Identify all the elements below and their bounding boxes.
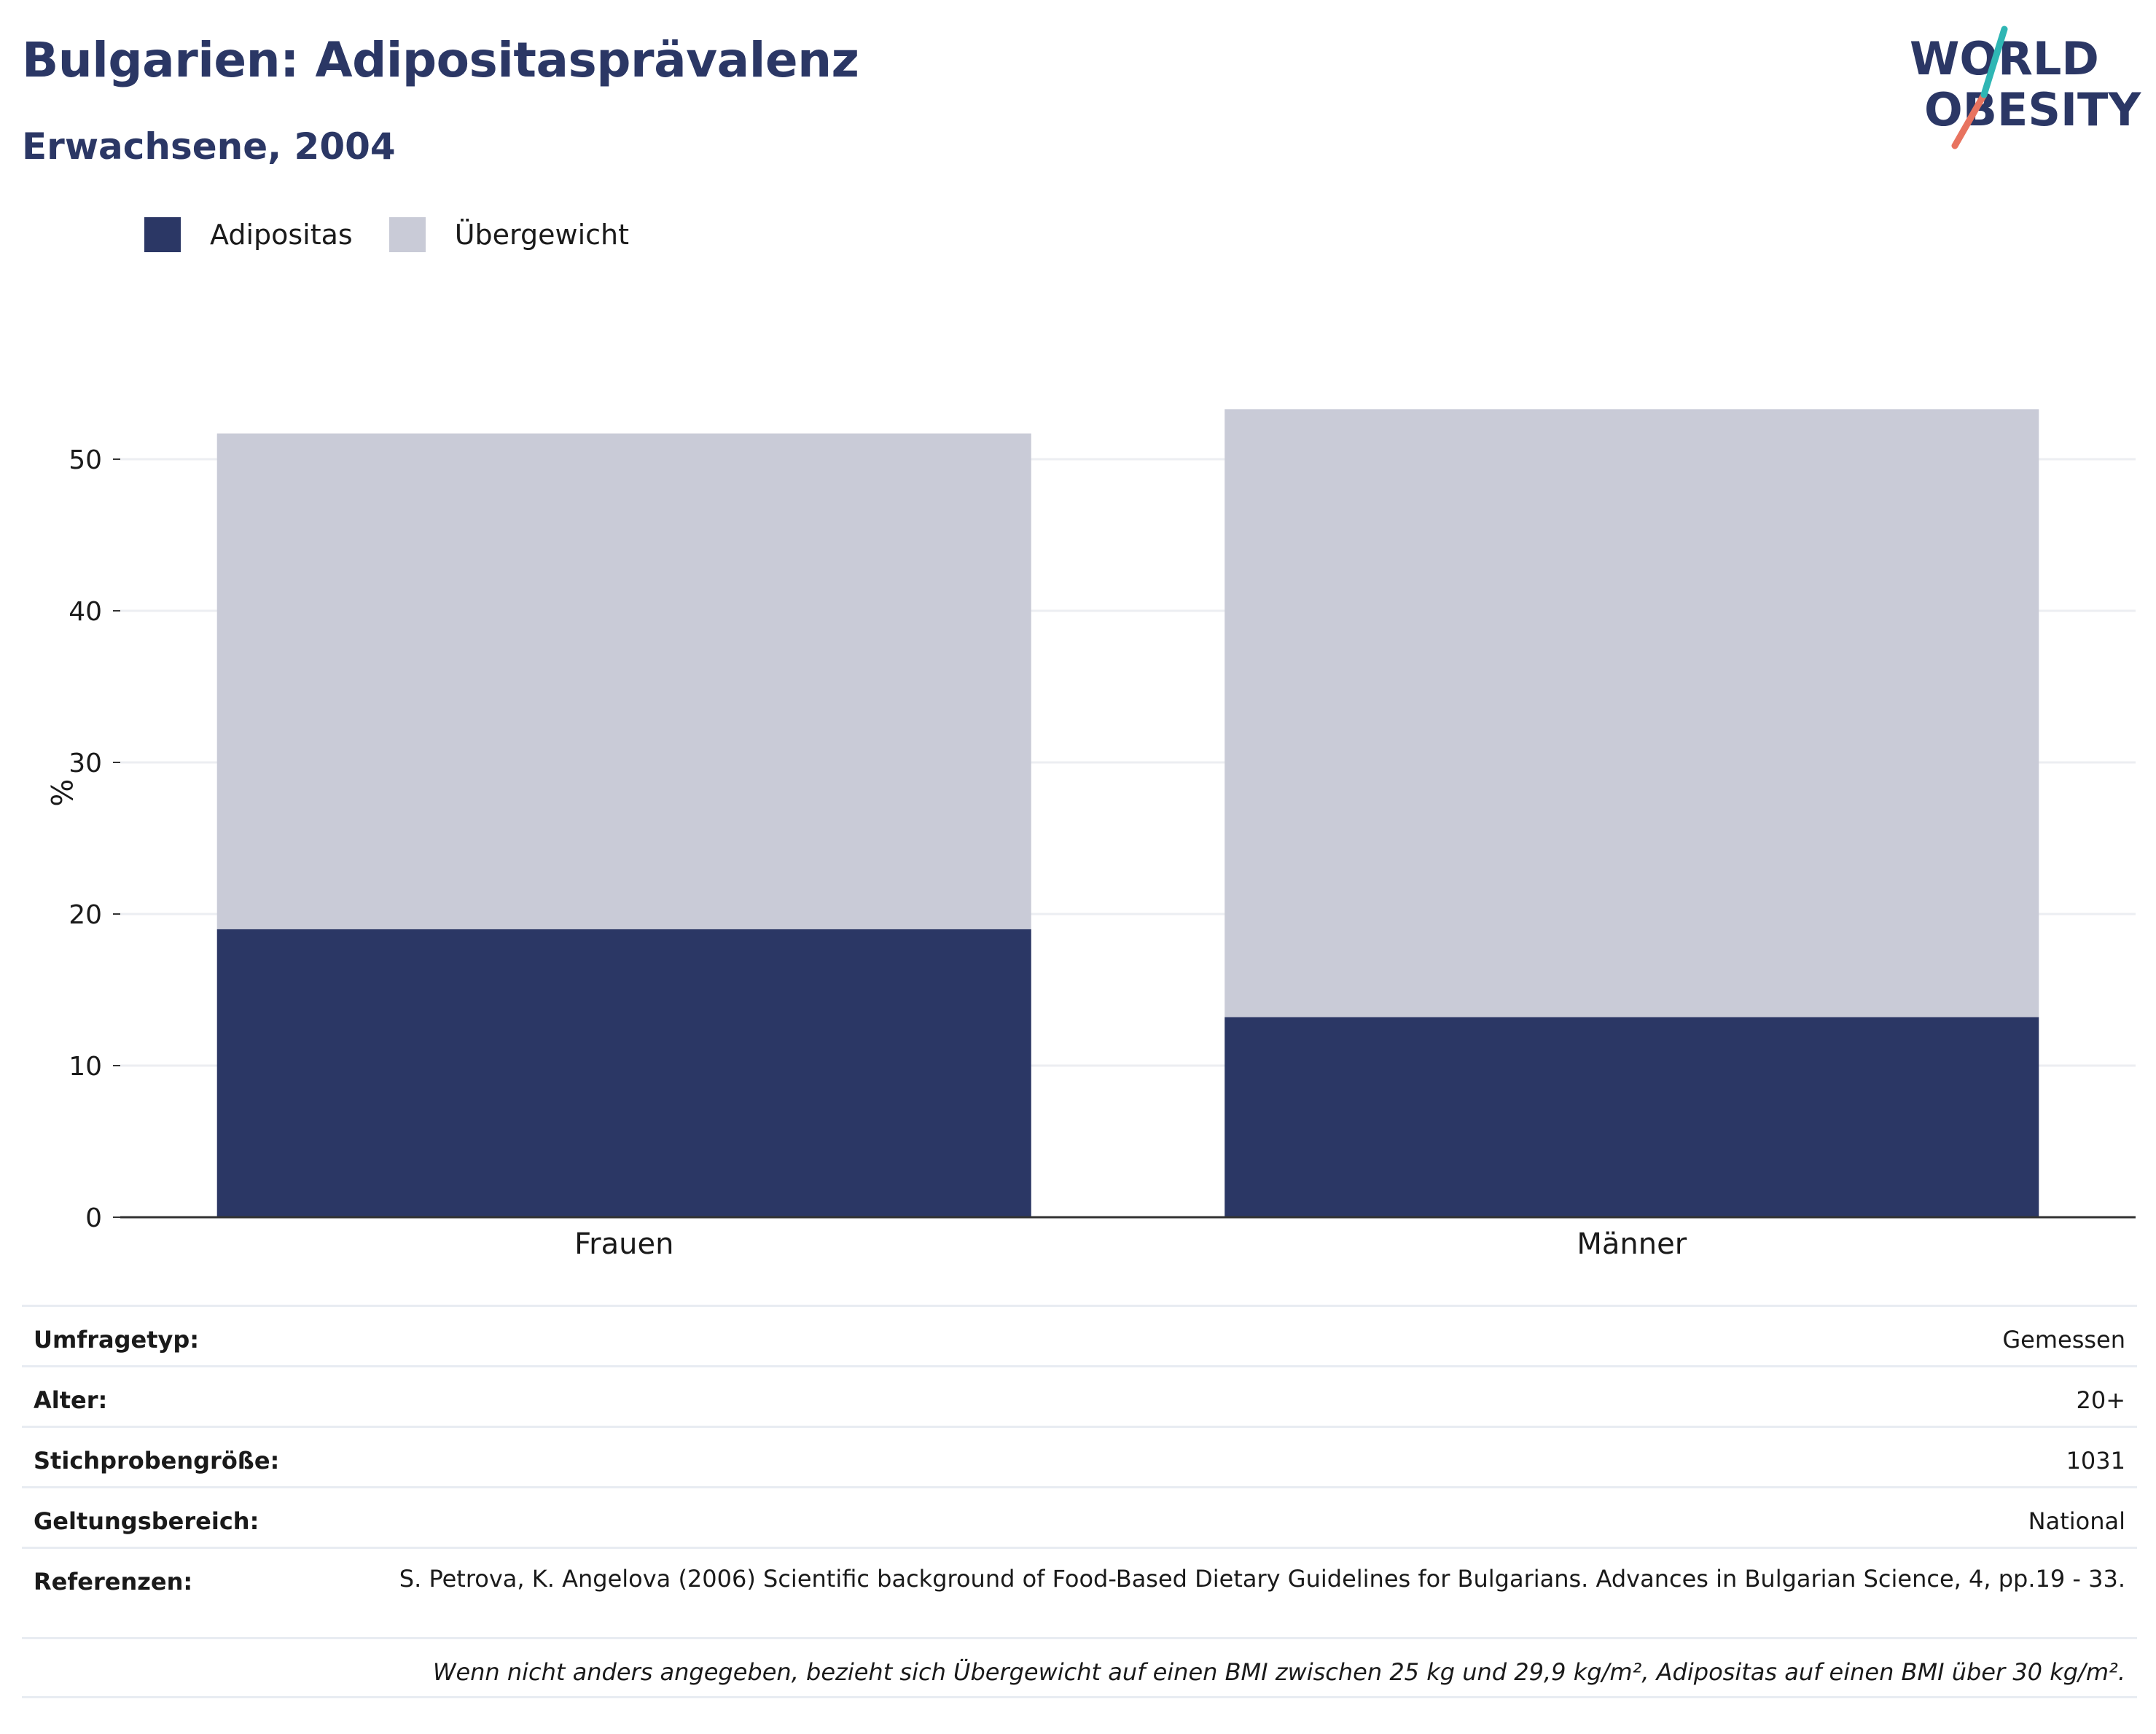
world-obesity-logo: WORLD OBESITY xyxy=(1910,26,2141,149)
x-tick-label: Männer xyxy=(1577,1227,1687,1261)
meta-key: Stichprobengröße: xyxy=(34,1447,280,1475)
logo-line1: WORLD xyxy=(1910,32,2099,85)
meta-value: National xyxy=(2028,1507,2125,1535)
meta-value: Gemessen xyxy=(2002,1326,2125,1354)
meta-key: Geltungsbereich: xyxy=(34,1507,259,1535)
x-tick-label: Frauen xyxy=(574,1227,673,1261)
y-tick-label: 20 xyxy=(69,900,102,930)
meta-key: Referenzen: xyxy=(34,1568,193,1596)
y-tick-label: 0 xyxy=(85,1203,102,1233)
meta-row-coverage: Geltungsbereich: National xyxy=(22,1486,2137,1547)
bar-adipositas xyxy=(1225,1017,2039,1217)
y-tick-label: 40 xyxy=(69,597,102,627)
meta-row-age: Alter: 20+ xyxy=(22,1365,2137,1426)
meta-key: Alter: xyxy=(34,1386,108,1414)
bar-adipositas xyxy=(216,929,1031,1217)
meta-value: 20+ xyxy=(2076,1386,2125,1414)
chart-legend: Adipositas Übergewicht xyxy=(144,216,665,254)
legend-swatch-uebergewicht xyxy=(388,217,426,252)
footnote: Wenn nicht anders angegeben, bezieht sic… xyxy=(432,1658,2125,1686)
y-tick-label: 10 xyxy=(69,1052,102,1082)
chart-title: Bulgarien: Adipositasprävalenz xyxy=(22,32,859,88)
meta-row-survey-type: Umfragetyp: Gemessen xyxy=(22,1305,2137,1365)
y-tick-label: 50 xyxy=(69,445,102,475)
metadata-table: Umfragetyp: Gemessen Alter: 20+ Stichpro… xyxy=(22,1305,2137,1698)
legend-label-adipositas: Adipositas xyxy=(210,219,353,251)
meta-row-note: Wenn nicht anders angegeben, bezieht sic… xyxy=(22,1637,2137,1698)
bar-uebergewicht xyxy=(216,433,1031,929)
y-axis-label: % xyxy=(44,779,77,807)
stacked-bar-chart: 0 10 20 30 40 50% Frauen Männer xyxy=(44,409,2136,1261)
legend-item-adipositas[interactable]: Adipositas xyxy=(144,217,353,252)
reference-text: S. Petrova, K. Angelova (2006) Scientifi… xyxy=(399,1565,2125,1593)
legend-item-uebergewicht[interactable]: Übergewicht xyxy=(388,217,629,252)
legend-swatch-adipositas xyxy=(144,217,181,252)
y-tick-label: 30 xyxy=(69,749,102,778)
bar-uebergewicht xyxy=(1225,409,2039,1018)
chart-subtitle: Erwachsene, 2004 xyxy=(22,125,396,168)
meta-row-references: Referenzen: S. Petrova, K. Angelova (200… xyxy=(22,1547,2137,1637)
logo-line2: OBESITY xyxy=(1924,83,2141,136)
meta-key: Umfragetyp: xyxy=(34,1326,200,1354)
meta-row-sample-size: Stichprobengröße: 1031 xyxy=(22,1426,2137,1486)
meta-value: 1031 xyxy=(2066,1447,2125,1475)
legend-label-uebergewicht: Übergewicht xyxy=(454,219,629,251)
